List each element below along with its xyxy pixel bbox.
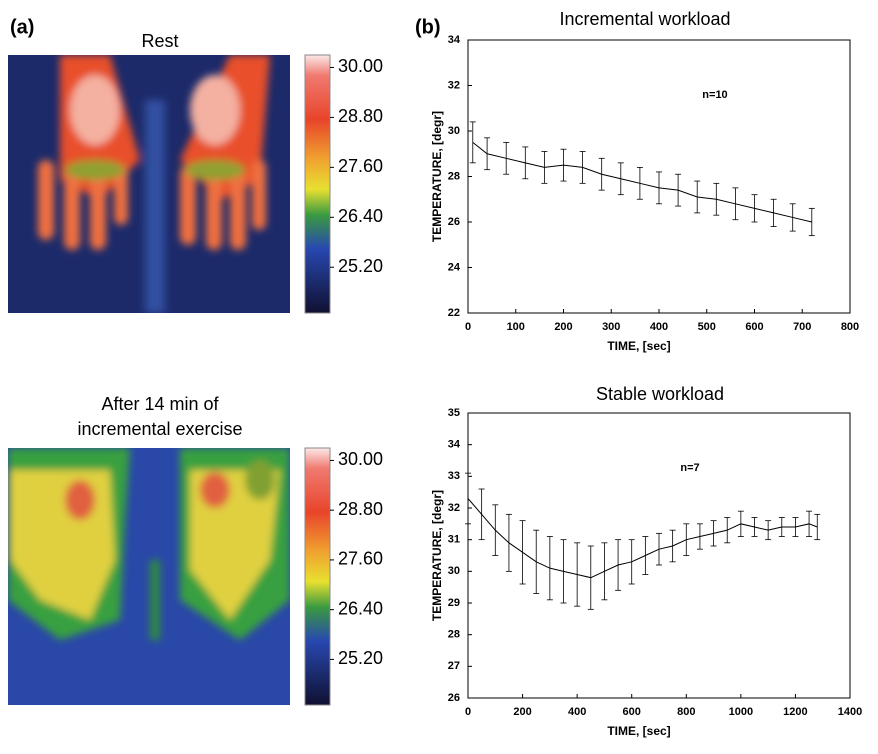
x-tick-label: 600	[623, 706, 641, 718]
x-tick-label: 800	[677, 706, 695, 718]
y-tick-label: 35	[448, 407, 460, 419]
y-tick-label: 24	[448, 261, 461, 273]
colorbar	[304, 54, 331, 314]
x-axis-label: TIME, [sec]	[607, 339, 670, 353]
x-tick-label: 1200	[783, 706, 807, 718]
image-title: After 14 min of	[101, 394, 219, 414]
y-tick-label: 28	[448, 629, 460, 641]
image-title: Rest	[141, 31, 178, 51]
y-axis-label: TEMPERATURE, [degr]	[430, 490, 444, 621]
y-tick-label: 34	[448, 439, 461, 451]
x-tick-label: 500	[698, 321, 716, 333]
y-tick-label: 22	[448, 307, 460, 319]
y-tick-label: 33	[448, 470, 460, 482]
series-line	[467, 498, 818, 579]
x-tick-label: 100	[507, 321, 525, 333]
panel-label: (b)	[415, 16, 441, 38]
colorbar-tick-label: 27.60	[338, 156, 383, 176]
chart-title: Stable workload	[596, 384, 724, 404]
y-tick-label: 32	[448, 502, 460, 514]
y-axis-label: TEMPERATURE, [degr]	[430, 111, 444, 242]
x-tick-label: 600	[745, 321, 763, 333]
thermal-image-exercise	[8, 448, 290, 705]
colorbar-tick-label: 30.00	[338, 56, 383, 76]
colorbar-tick-label: 26.40	[338, 598, 383, 618]
y-tick-label: 26	[448, 216, 460, 228]
x-tick-label: 1000	[729, 706, 753, 718]
y-tick-label: 27	[448, 660, 460, 672]
annotation: n=7	[680, 462, 699, 474]
image-title: incremental exercise	[77, 419, 242, 439]
y-tick-label: 28	[448, 170, 460, 182]
colorbar-tick-label: 27.60	[338, 549, 383, 569]
y-tick-label: 31	[448, 534, 460, 546]
x-tick-label: 300	[602, 321, 620, 333]
annotation: n=10	[702, 89, 727, 101]
colorbar	[304, 447, 331, 706]
x-tick-label: 1400	[838, 706, 862, 718]
x-tick-label: 700	[793, 321, 811, 333]
panel-label: (a)	[10, 16, 34, 38]
x-axis-label: TIME, [sec]	[607, 724, 670, 738]
plot-frame	[467, 412, 851, 699]
x-tick-label: 400	[568, 706, 586, 718]
y-tick-label: 34	[448, 34, 461, 46]
colorbar-tick-label: 28.80	[338, 106, 383, 126]
y-tick-label: 32	[448, 79, 460, 91]
x-tick-label: 800	[841, 321, 859, 333]
colorbar-tick-label: 30.00	[338, 449, 383, 469]
chart-title: Incremental workload	[559, 9, 730, 29]
colorbar-tick-label: 26.40	[338, 206, 383, 226]
colorbar-tick-label: 25.20	[338, 648, 383, 668]
x-tick-label: 200	[513, 706, 531, 718]
colorbar-tick-label: 28.80	[338, 499, 383, 519]
thermal-image-rest	[8, 55, 290, 313]
x-tick-label: 400	[650, 321, 668, 333]
colorbar-tick-label: 25.20	[338, 256, 383, 276]
x-tick-label: 0	[465, 706, 471, 718]
y-tick-label: 29	[448, 597, 460, 609]
y-tick-label: 26	[448, 692, 460, 704]
y-tick-label: 30	[448, 125, 460, 137]
x-tick-label: 0	[465, 321, 471, 333]
x-tick-label: 200	[554, 321, 572, 333]
series-line	[472, 141, 812, 223]
y-tick-label: 30	[448, 565, 460, 577]
